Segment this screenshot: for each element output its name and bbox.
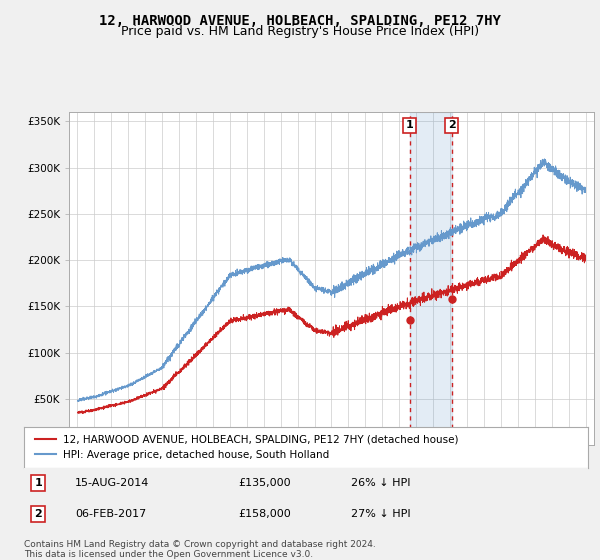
Text: 1: 1 bbox=[406, 120, 413, 130]
Text: 2: 2 bbox=[448, 120, 455, 130]
Text: 12, HARWOOD AVENUE, HOLBEACH, SPALDING, PE12 7HY: 12, HARWOOD AVENUE, HOLBEACH, SPALDING, … bbox=[99, 14, 501, 28]
Text: £158,000: £158,000 bbox=[238, 509, 291, 519]
Legend: 12, HARWOOD AVENUE, HOLBEACH, SPALDING, PE12 7HY (detached house), HPI: Average : 12, HARWOOD AVENUE, HOLBEACH, SPALDING, … bbox=[29, 428, 464, 466]
Text: Price paid vs. HM Land Registry's House Price Index (HPI): Price paid vs. HM Land Registry's House … bbox=[121, 25, 479, 38]
Text: 1: 1 bbox=[34, 478, 42, 488]
Text: 26% ↓ HPI: 26% ↓ HPI bbox=[351, 478, 410, 488]
Text: Contains HM Land Registry data © Crown copyright and database right 2024.
This d: Contains HM Land Registry data © Crown c… bbox=[24, 540, 376, 559]
Text: £135,000: £135,000 bbox=[238, 478, 291, 488]
Text: 27% ↓ HPI: 27% ↓ HPI bbox=[351, 509, 411, 519]
Text: 2: 2 bbox=[34, 509, 42, 519]
Text: 15-AUG-2014: 15-AUG-2014 bbox=[75, 478, 149, 488]
Text: 06-FEB-2017: 06-FEB-2017 bbox=[75, 509, 146, 519]
Bar bbox=[410, 112, 452, 445]
